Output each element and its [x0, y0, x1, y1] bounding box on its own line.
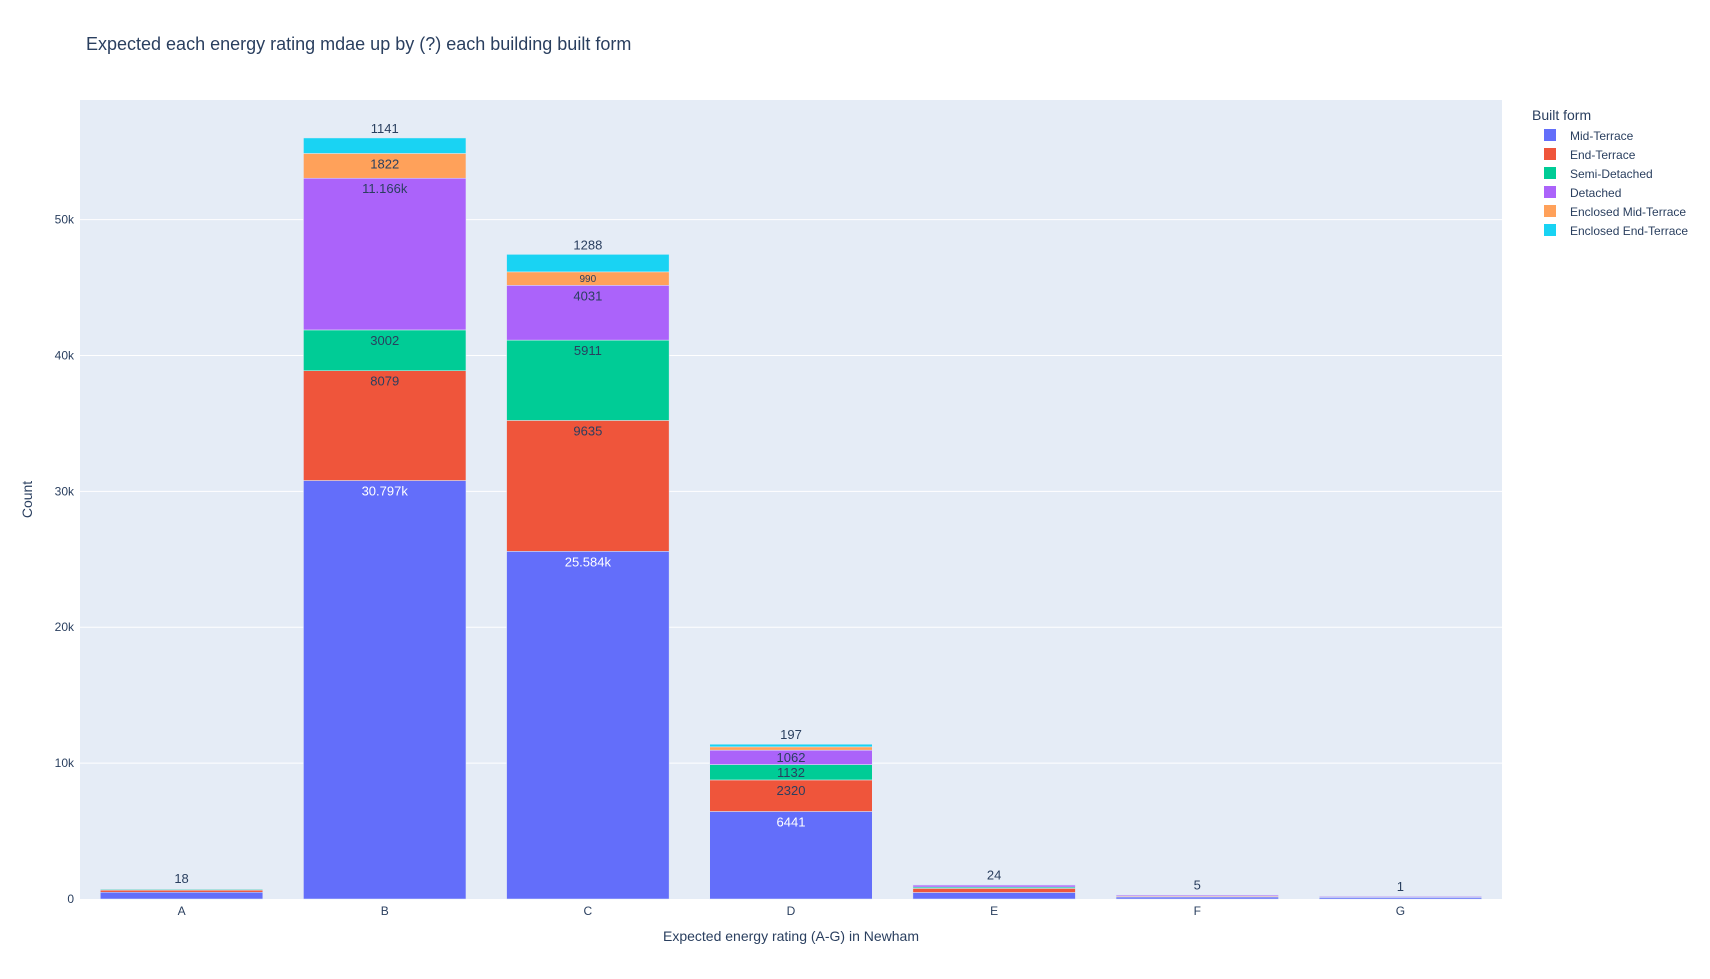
y-tick-label: 30k — [55, 484, 75, 498]
bar-label: 5 — [1194, 878, 1201, 893]
chart-title: Expected each energy rating mdae up by (… — [86, 34, 631, 54]
legend-swatch — [1544, 205, 1556, 217]
bar-segment — [100, 890, 263, 892]
y-tick-label: 40k — [55, 348, 75, 362]
legend-items: Mid-Terrace End-Terrace Semi-Detached Detac… — [1544, 129, 1688, 238]
bar-label: 1 — [1397, 879, 1404, 894]
x-tick-label: C — [584, 904, 593, 918]
bar-label: 9635 — [573, 423, 602, 438]
bar-segment — [303, 178, 466, 330]
legend-label: Enclosed Mid-Terrace — [1570, 205, 1686, 219]
legend-label: Mid-Terrace — [1570, 129, 1634, 143]
legend-swatch — [1544, 186, 1556, 198]
x-tick-label: D — [787, 904, 796, 918]
bar-label: 3002 — [370, 333, 399, 348]
bar-segment — [507, 551, 670, 899]
bar-segment — [303, 481, 466, 899]
bar-label: 5911 — [574, 343, 602, 358]
bar-label: 11.166k — [362, 181, 408, 196]
bar-label: 990 — [580, 274, 597, 285]
y-tick-label: 20k — [55, 620, 75, 634]
y-axis-title: Count — [19, 481, 35, 518]
bar-segment — [913, 892, 1076, 899]
bar-label: 8079 — [370, 374, 399, 389]
bar-label: 25.584k — [565, 554, 612, 569]
bar-label: 2320 — [777, 783, 806, 798]
bar-segment — [507, 420, 670, 551]
bar-label: 1141 — [371, 121, 399, 136]
y-tick-label: 10k — [55, 756, 75, 770]
bar-label: 4031 — [573, 288, 602, 303]
bar-label: 30.797k — [362, 484, 409, 499]
legend: Built form Mid-Terrace End-Terrace Semi-De… — [1532, 107, 1688, 238]
bar-segment — [913, 885, 1076, 887]
bar-label: 18 — [174, 871, 188, 886]
x-tick-label: E — [990, 904, 998, 918]
bar-segment — [100, 892, 263, 899]
bar-segment — [913, 888, 1076, 892]
bar-label: 6441 — [777, 814, 806, 829]
bar-segment — [303, 138, 466, 154]
x-tick-label: F — [1194, 904, 1201, 918]
legend-swatch — [1544, 148, 1556, 160]
bar-segment — [710, 744, 873, 747]
legend-label: Detached — [1570, 186, 1621, 200]
y-tick-label: 0 — [67, 892, 74, 906]
legend-swatch — [1544, 224, 1556, 236]
bar-segment — [1116, 897, 1279, 899]
legend-title: Built form — [1532, 107, 1591, 123]
y-axis: 0 10k 20k 30k 40k 50k — [55, 213, 75, 906]
bar-label: 1062 — [777, 750, 806, 765]
legend-label: End-Terrace — [1570, 148, 1636, 162]
legend-label: Semi-Detached — [1570, 167, 1653, 181]
x-axis-title: Expected energy rating (A-G) in Newham — [663, 928, 919, 944]
bar-label: 197 — [780, 727, 802, 742]
bar-label: 1132 — [777, 765, 805, 780]
x-tick-label: A — [178, 904, 186, 918]
bar-label: 24 — [987, 867, 1001, 882]
legend-swatch — [1544, 129, 1556, 141]
legend-swatch — [1544, 167, 1556, 179]
bar-segment — [507, 254, 670, 272]
bar-label: 1822 — [370, 156, 399, 171]
x-tick-label: G — [1396, 904, 1405, 918]
legend-label: Enclosed End-Terrace — [1570, 224, 1688, 238]
bar-label: 1288 — [573, 237, 602, 252]
x-tick-label: B — [381, 904, 389, 918]
x-axis: A B C D E F G — [178, 904, 1406, 918]
y-tick-label: 50k — [55, 213, 75, 227]
